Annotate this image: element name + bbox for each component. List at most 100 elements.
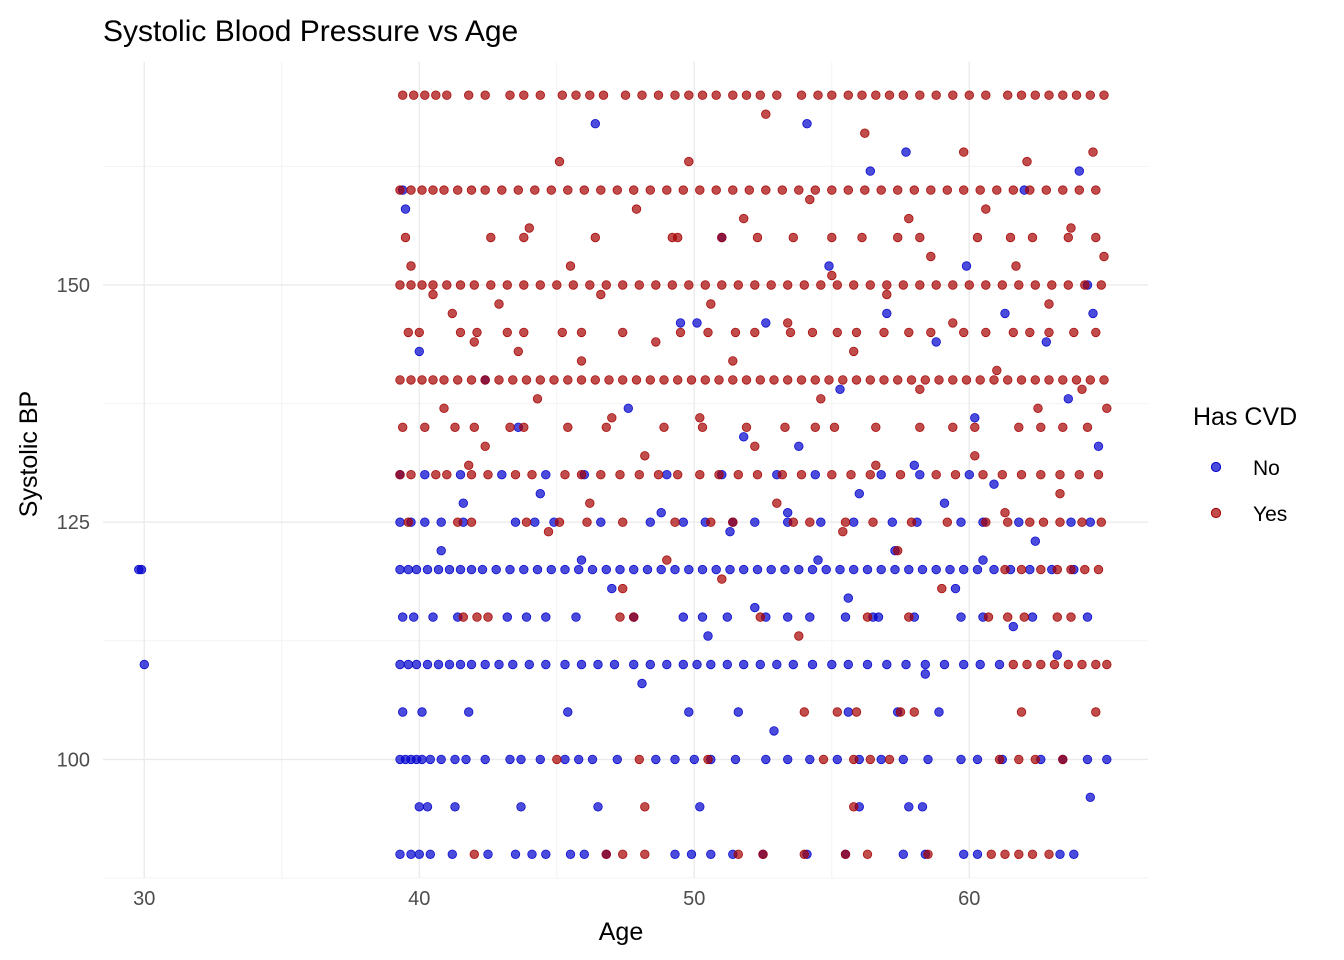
- legend-label-yes: Yes: [1253, 503, 1287, 526]
- data-point-yes: [942, 185, 953, 195]
- data-point-yes: [571, 90, 581, 100]
- data-point-no: [403, 564, 414, 575]
- x-tick-label: 40: [408, 888, 430, 910]
- data-point-yes: [1036, 564, 1046, 575]
- data-point-yes: [981, 204, 991, 214]
- data-point-yes: [618, 517, 628, 527]
- data-point-yes: [486, 232, 496, 243]
- data-point-no: [403, 659, 414, 670]
- data-point-yes: [810, 375, 821, 385]
- data-point-yes: [640, 849, 650, 860]
- data-point-yes: [466, 470, 477, 480]
- data-point-no: [783, 612, 793, 622]
- data-point-no: [915, 470, 925, 480]
- data-point-no: [466, 564, 477, 575]
- data-point-yes: [827, 232, 837, 243]
- data-point-no: [854, 489, 865, 499]
- data-point-yes: [780, 422, 790, 433]
- data-point-no: [433, 564, 444, 575]
- data-point-no: [670, 754, 680, 765]
- data-point-yes: [1016, 470, 1027, 480]
- data-point-no: [587, 754, 598, 765]
- data-point-yes: [695, 413, 705, 423]
- data-point-yes: [519, 327, 529, 338]
- data-point-no: [843, 707, 854, 717]
- data-point-yes: [983, 612, 994, 622]
- data-point-yes: [653, 90, 664, 100]
- data-point-yes: [1093, 564, 1104, 575]
- data-point-yes: [895, 470, 906, 480]
- data-point-yes: [865, 375, 876, 385]
- data-point-yes: [486, 280, 496, 290]
- data-point-yes: [532, 394, 543, 404]
- data-point-yes: [796, 470, 807, 480]
- data-point-yes: [964, 280, 975, 290]
- data-point-yes: [414, 327, 425, 338]
- data-point-yes: [1030, 90, 1041, 100]
- data-point-yes: [843, 90, 854, 100]
- data-point-yes: [717, 280, 727, 290]
- data-point-yes: [508, 375, 518, 385]
- data-point-yes: [618, 849, 628, 860]
- data-point-no: [1025, 564, 1035, 575]
- data-point-yes: [505, 422, 515, 433]
- data-point-yes: [783, 280, 793, 290]
- data-point-yes: [717, 232, 727, 243]
- data-point-yes: [1093, 470, 1104, 480]
- data-point-no: [972, 849, 983, 860]
- data-point-yes: [494, 299, 504, 309]
- data-point-yes: [417, 185, 427, 195]
- data-point-yes: [750, 441, 760, 452]
- data-point-no: [576, 555, 587, 565]
- data-point-yes: [711, 185, 721, 195]
- data-point-yes: [1052, 564, 1063, 575]
- data-point-yes: [865, 280, 876, 290]
- data-point-no: [480, 659, 490, 670]
- data-point-no: [398, 707, 408, 717]
- data-point-yes: [513, 346, 524, 357]
- data-point-no: [939, 498, 950, 508]
- data-point-yes: [717, 574, 727, 584]
- data-point-yes: [450, 422, 460, 433]
- data-point-yes: [1071, 90, 1082, 100]
- data-point-yes: [1091, 185, 1101, 195]
- data-point-yes: [1033, 403, 1043, 414]
- data-point-no: [821, 564, 831, 575]
- data-point-no: [802, 118, 812, 129]
- data-point-no: [684, 564, 694, 575]
- data-point-yes: [634, 280, 645, 290]
- data-point-no: [722, 612, 733, 622]
- data-point-yes: [777, 470, 788, 480]
- data-point-yes: [1063, 280, 1074, 290]
- data-point-yes: [1099, 375, 1109, 385]
- data-point-no: [972, 564, 983, 575]
- data-point-yes: [398, 422, 408, 433]
- data-point-yes: [480, 441, 490, 452]
- data-point-no: [406, 849, 416, 860]
- data-point-yes: [1058, 185, 1068, 195]
- data-point-yes: [1091, 327, 1101, 338]
- data-point-yes: [1099, 90, 1109, 100]
- data-point-yes: [494, 375, 504, 385]
- data-point-no: [766, 564, 776, 575]
- data-point-no: [703, 631, 713, 641]
- data-point-yes: [1008, 659, 1019, 670]
- data-point-yes: [1003, 612, 1013, 622]
- data-point-yes: [805, 517, 815, 527]
- data-point-no: [516, 754, 526, 765]
- data-point-no: [835, 384, 845, 395]
- data-point-no: [420, 517, 430, 527]
- data-point-yes: [807, 327, 818, 338]
- data-point-yes: [645, 185, 656, 195]
- data-point-no: [849, 564, 859, 575]
- data-point-yes: [879, 375, 889, 385]
- data-point-yes: [395, 280, 405, 290]
- data-point-no: [725, 527, 735, 537]
- data-point-no: [711, 564, 721, 575]
- data-point-yes: [1025, 517, 1035, 527]
- data-point-yes: [816, 394, 826, 404]
- data-point-yes: [469, 422, 480, 433]
- data-point-yes: [673, 375, 683, 385]
- data-point-no: [909, 460, 920, 471]
